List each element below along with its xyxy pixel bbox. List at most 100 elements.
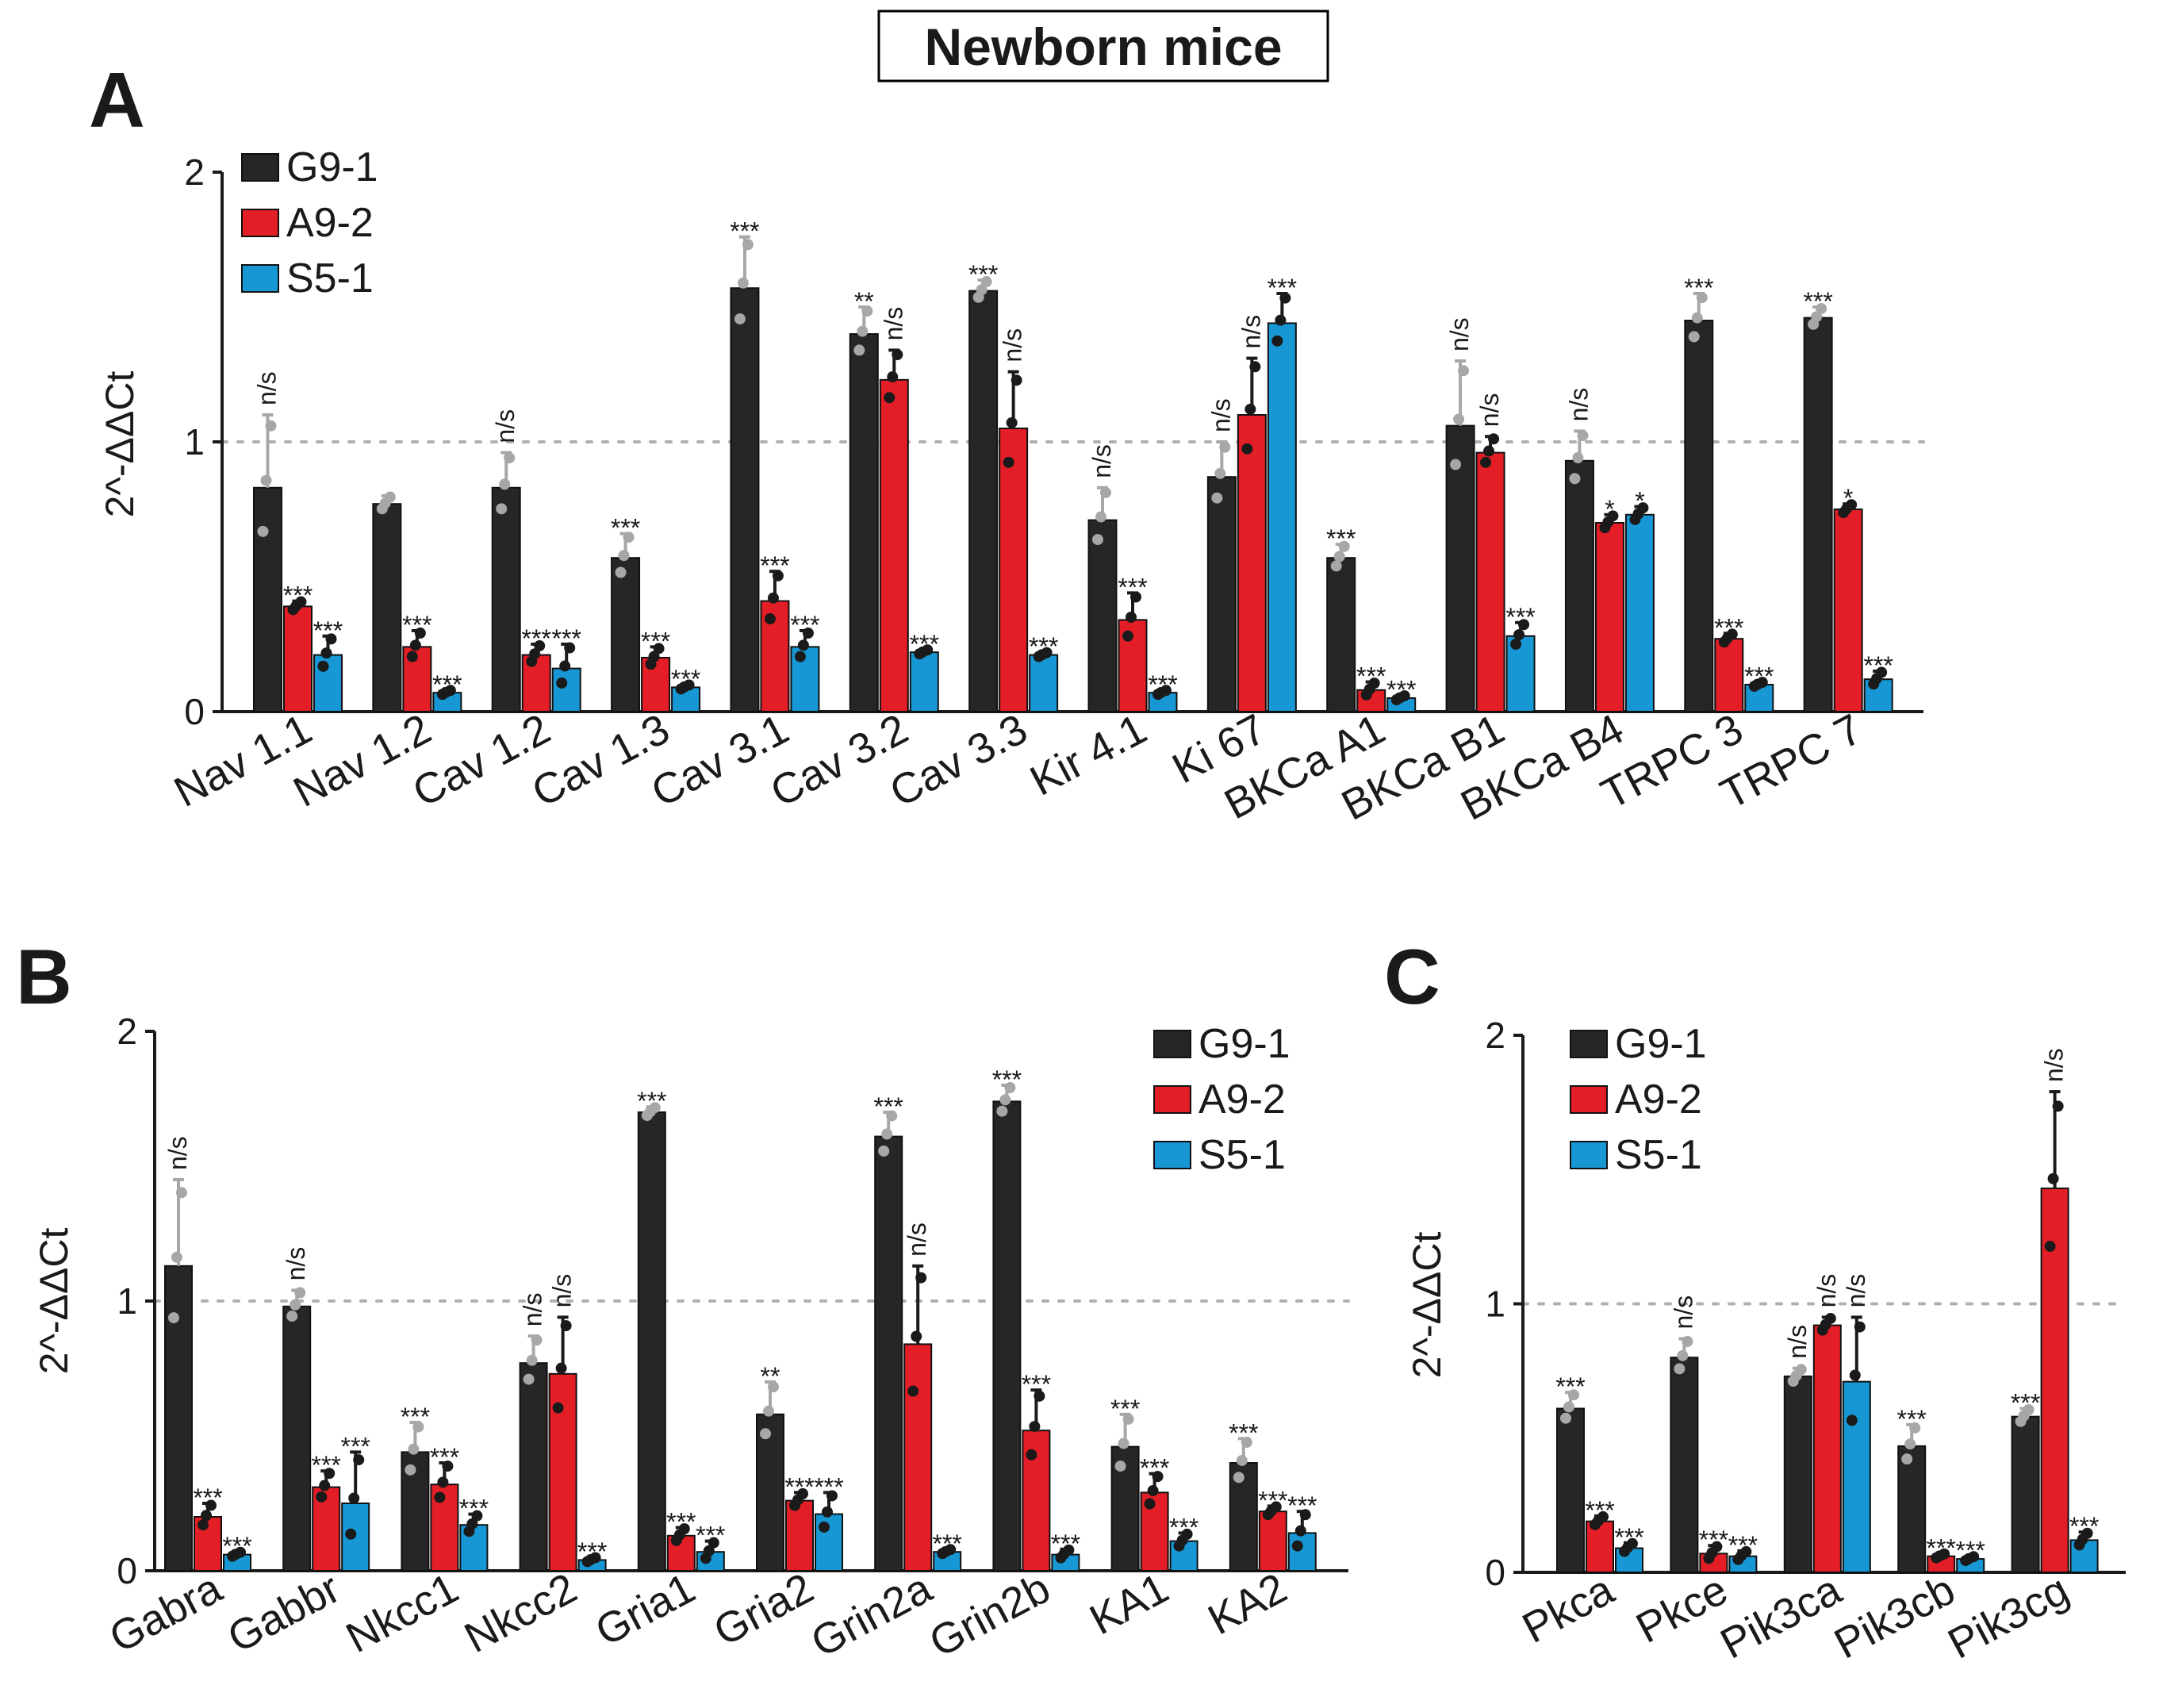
significance-label: *** bbox=[522, 624, 551, 653]
replicate-dot bbox=[792, 1494, 803, 1506]
replicate-dot bbox=[230, 1549, 241, 1560]
replicate-dot bbox=[1130, 591, 1141, 603]
bar-a9-2 bbox=[1475, 451, 1505, 712]
replicate-dot bbox=[1279, 292, 1291, 304]
replicate-dot bbox=[1026, 1449, 1037, 1460]
replicate-dot bbox=[1122, 1413, 1134, 1425]
significance-label: *** bbox=[1803, 287, 1832, 316]
replicate-dot bbox=[1034, 1390, 1045, 1402]
y-tick-label: 2 bbox=[1485, 1015, 1505, 1056]
significance-label: * bbox=[1635, 487, 1644, 516]
replicate-dot bbox=[1453, 413, 1465, 425]
significance-label: *** bbox=[459, 1495, 489, 1523]
replicate-dot bbox=[1211, 492, 1223, 504]
significance-label: * bbox=[1605, 495, 1614, 524]
significance-label: *** bbox=[1229, 1418, 1258, 1447]
replicate-dot bbox=[317, 660, 329, 672]
replicate-dot bbox=[405, 1464, 416, 1476]
significance-label: n/s bbox=[903, 1222, 931, 1257]
replicate-dot bbox=[1901, 1453, 1913, 1465]
bar-a9-2 bbox=[903, 1343, 933, 1572]
replicate-dot bbox=[585, 1554, 596, 1566]
replicate-dot bbox=[742, 239, 754, 251]
replicate-dot bbox=[878, 1145, 890, 1157]
replicate-dot bbox=[1560, 1412, 1571, 1424]
significance-label: *** bbox=[1110, 1395, 1140, 1423]
replicate-dot bbox=[1721, 632, 1733, 644]
legend-label: S5-1 bbox=[1615, 1132, 1702, 1178]
significance-label: n/s bbox=[1812, 1274, 1841, 1308]
replicate-dot bbox=[853, 344, 865, 356]
significance-label: *** bbox=[910, 630, 939, 658]
bar-a9-2 bbox=[548, 1372, 577, 1572]
significance-label: *** bbox=[1699, 1526, 1728, 1554]
bar-g9-1 bbox=[164, 1265, 193, 1572]
legend-label: G9-1 bbox=[286, 144, 378, 190]
y-axis-label: 2^-ΔΔCt bbox=[98, 371, 142, 518]
significance-label: *** bbox=[193, 1483, 222, 1512]
replicate-dot bbox=[1100, 486, 1111, 498]
bar-g9-1 bbox=[253, 486, 282, 712]
replicate-dot bbox=[1363, 683, 1375, 695]
significance-label: n/s bbox=[519, 1293, 547, 1327]
replicate-dot bbox=[523, 1373, 535, 1385]
significance-label: n/s bbox=[2040, 1048, 2069, 1082]
replicate-dot bbox=[1241, 443, 1253, 455]
significance-label: n/s bbox=[999, 328, 1027, 363]
replicate-dot bbox=[1568, 1389, 1579, 1401]
bar-s5-1 bbox=[1267, 322, 1297, 712]
replicate-dot bbox=[980, 276, 992, 288]
significance-label: *** bbox=[432, 670, 462, 699]
legend-swatch bbox=[241, 153, 279, 182]
replicate-dot bbox=[1450, 459, 1462, 470]
replicate-dot bbox=[290, 1299, 301, 1311]
significance-label: *** bbox=[1927, 1533, 1956, 1562]
legend-swatch bbox=[241, 209, 279, 237]
replicate-dot bbox=[1510, 639, 1522, 650]
y-tick-label: 1 bbox=[1485, 1284, 1505, 1325]
replicate-dot bbox=[379, 497, 391, 509]
significance-label: *** bbox=[1744, 662, 1774, 691]
replicate-dot bbox=[1058, 1548, 1070, 1560]
bar-g9-1 bbox=[992, 1100, 1022, 1572]
replicate-dot bbox=[917, 646, 929, 658]
replicate-dot bbox=[1569, 473, 1581, 485]
significance-label: n/s bbox=[1475, 393, 1504, 428]
bar-g9-1 bbox=[968, 290, 999, 713]
replicate-dot bbox=[768, 1381, 779, 1393]
y-tick-label: 0 bbox=[1485, 1552, 1505, 1593]
replicate-dot bbox=[703, 1545, 715, 1556]
legend-label: A9-2 bbox=[1198, 1077, 1286, 1123]
replicate-dot bbox=[559, 660, 571, 672]
significance-label: *** bbox=[874, 1092, 903, 1121]
replicate-dot bbox=[1816, 303, 1827, 315]
replicate-dot bbox=[1488, 433, 1500, 445]
significance-label: *** bbox=[671, 665, 700, 693]
bar-g9-1 bbox=[1564, 459, 1594, 712]
significance-label: ** bbox=[854, 287, 874, 316]
bar-g9-1 bbox=[1803, 317, 1833, 712]
replicate-dot bbox=[1622, 1541, 1633, 1553]
replicate-dot bbox=[499, 478, 511, 490]
replicate-dot bbox=[316, 1491, 328, 1503]
replicate-dot bbox=[1632, 508, 1644, 520]
significance-label: *** bbox=[341, 1432, 370, 1460]
bar-g9-1 bbox=[1445, 424, 1475, 712]
significance-label: *** bbox=[1326, 524, 1356, 553]
significance-label: *** bbox=[1356, 662, 1386, 691]
replicate-dot bbox=[881, 1128, 893, 1140]
legend-swatch bbox=[241, 264, 279, 293]
significance-label: *** bbox=[992, 1065, 1022, 1094]
legend-label: G9-1 bbox=[1615, 1021, 1707, 1067]
replicate-dot bbox=[412, 1421, 424, 1433]
replicate-dot bbox=[1219, 441, 1231, 453]
bar-a9-2 bbox=[785, 1499, 814, 1572]
significance-label: *** bbox=[222, 1532, 251, 1560]
legend-label: G9-1 bbox=[1198, 1021, 1291, 1067]
replicate-dot bbox=[1214, 467, 1226, 479]
significance-label: * bbox=[1843, 484, 1853, 512]
replicate-dot bbox=[1249, 361, 1261, 373]
significance-label: *** bbox=[641, 627, 670, 655]
bar-g9-1 bbox=[491, 486, 521, 712]
significance-label: n/s bbox=[879, 307, 907, 341]
